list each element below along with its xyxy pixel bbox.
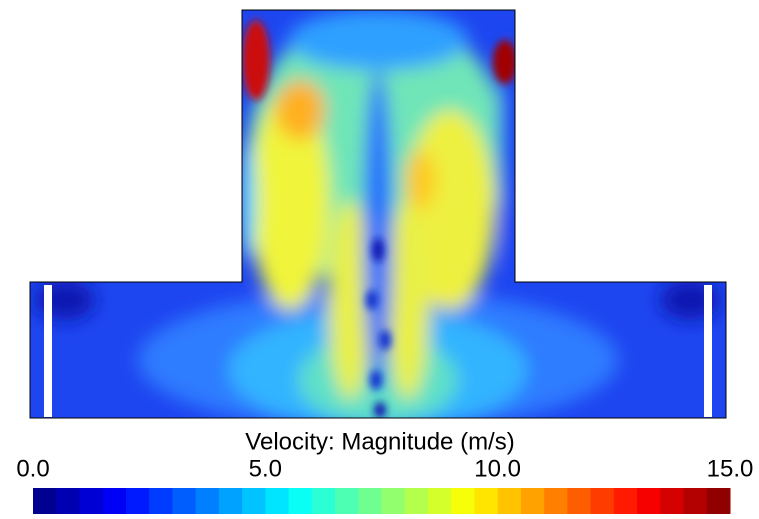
colorbar-title: Velocity: Magnitude (m/s) [245,428,514,455]
colorbar-segment [149,488,173,514]
colorbar-segment [520,488,545,514]
colorbar-segment [172,488,197,514]
colorbar-segment [311,488,336,514]
colorbar-segment [358,488,382,514]
colorbar-segment [637,488,661,514]
colorbar-segment [195,488,220,514]
colorbar-segment [544,488,568,514]
colorbar-segment [706,488,731,514]
colorbar-tick-label: 15.0 [707,455,754,482]
colorbar-tick-label: 5.0 [249,455,282,482]
colorbar-segment [381,488,406,514]
colorbar-segment [404,488,429,514]
colorbar-segment [497,488,522,514]
colorbar-segment [474,488,499,514]
colorbar-segment [683,488,708,514]
colorbar-segment [660,488,685,514]
colorbar-segment [242,488,266,514]
colorbar-segment [265,488,290,514]
colorbar-segment [33,488,57,514]
domain-outline [29,9,727,419]
colorbar-segment [79,488,104,514]
colorbar-segment [567,488,592,514]
velocity-field [30,10,726,418]
colorbar-segment [102,488,127,514]
inlet-right [704,285,712,417]
colorbar-segment [451,488,475,514]
colorbar-tick-label: 0.0 [16,455,49,482]
colorbar-segment [427,488,452,514]
colorbar-tick-label: 10.0 [474,455,521,482]
colorbar-segment [613,488,638,514]
colorbar-segment [125,488,150,514]
colorbar-segment [288,488,313,514]
colorbar-segment [335,488,359,514]
colorbar-segment [218,488,243,514]
colorbar-segment [590,488,615,514]
colorbar-segment [56,488,80,514]
inlet-left [44,285,52,417]
